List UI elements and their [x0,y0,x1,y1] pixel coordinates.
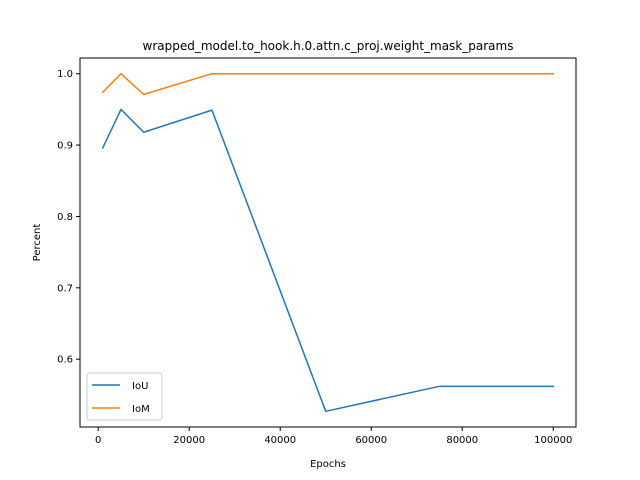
chart-title: wrapped_model.to_hook.h.0.attn.c_proj.we… [143,39,514,53]
y-tick-label: 0.9 [57,141,73,152]
series-group [101,72,554,413]
legend: IoU IoM [86,372,163,421]
x-tick-label: 20000 [173,435,205,446]
x-tick-label: 60000 [355,435,387,446]
legend-label-iou: IoU [132,381,148,392]
x-tick-label: 40000 [264,435,296,446]
axes-frame [79,57,577,428]
y-tick-label: 1.0 [57,69,73,80]
x-tick-label: 80000 [446,435,478,446]
x-tick-label: 100000 [534,435,572,446]
y-tick-label: 0.8 [57,212,73,223]
y-tick-label: 0.7 [57,283,73,294]
x-axis: 0 20000 40000 60000 80000 100000 [95,427,572,446]
y-axis: 0.6 0.7 0.8 0.9 1.0 [57,69,80,366]
y-axis-label: Percent [32,224,43,262]
legend-label-iom: IoM [132,404,150,415]
series-line-iom [101,72,554,96]
legend-box [86,372,163,421]
y-tick-label: 0.6 [57,355,73,366]
x-tick-label: 0 [95,435,101,446]
x-axis-label: Epochs [310,459,346,470]
series-line-iou [101,108,554,413]
